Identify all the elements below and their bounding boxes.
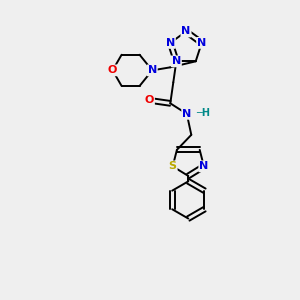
- Text: S: S: [169, 161, 177, 171]
- Text: ─H: ─H: [196, 108, 210, 118]
- Text: N: N: [166, 38, 175, 48]
- Text: N: N: [199, 161, 208, 171]
- Text: O: O: [108, 65, 117, 75]
- Text: N: N: [182, 109, 191, 119]
- Text: N: N: [148, 65, 157, 75]
- Text: N: N: [182, 26, 190, 37]
- Text: N: N: [172, 56, 181, 66]
- Text: O: O: [145, 95, 154, 105]
- Text: N: N: [197, 38, 206, 48]
